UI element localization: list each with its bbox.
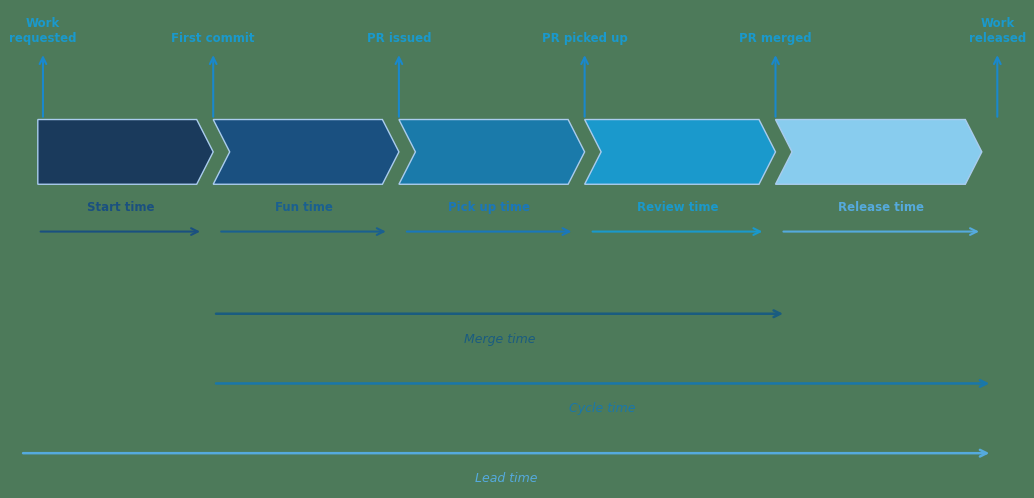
Polygon shape [38,120,213,184]
Text: PR merged: PR merged [739,32,812,45]
Text: Cycle time: Cycle time [570,402,636,415]
Text: Work
released: Work released [969,17,1026,45]
Text: Pick up time: Pick up time [448,201,530,214]
Polygon shape [776,120,982,184]
Text: Lead time: Lead time [475,472,538,485]
Polygon shape [584,120,776,184]
Text: Review time: Review time [637,201,719,214]
Text: PR issued: PR issued [367,32,431,45]
Text: Merge time: Merge time [464,333,536,346]
Text: Start time: Start time [87,201,154,214]
Text: Release time: Release time [839,201,924,214]
Text: First commit: First commit [172,32,255,45]
Polygon shape [399,120,584,184]
Text: Work
requested: Work requested [9,17,77,45]
Text: PR picked up: PR picked up [542,32,628,45]
Text: Fun time: Fun time [275,201,332,214]
Polygon shape [213,120,399,184]
